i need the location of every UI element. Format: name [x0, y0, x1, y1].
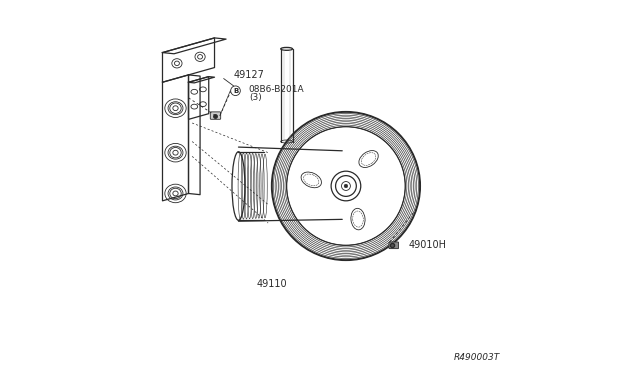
- Text: 49110: 49110: [257, 279, 287, 289]
- Text: (3): (3): [249, 93, 262, 102]
- Text: 49127: 49127: [234, 70, 265, 80]
- Text: 49010H: 49010H: [409, 240, 447, 250]
- Text: B: B: [233, 88, 238, 94]
- Text: R490003T: R490003T: [454, 353, 500, 362]
- Circle shape: [230, 86, 240, 96]
- FancyBboxPatch shape: [211, 112, 221, 119]
- Text: 08B6-B201A: 08B6-B201A: [249, 85, 305, 94]
- FancyBboxPatch shape: [389, 242, 399, 248]
- Circle shape: [344, 184, 348, 188]
- Ellipse shape: [281, 47, 292, 50]
